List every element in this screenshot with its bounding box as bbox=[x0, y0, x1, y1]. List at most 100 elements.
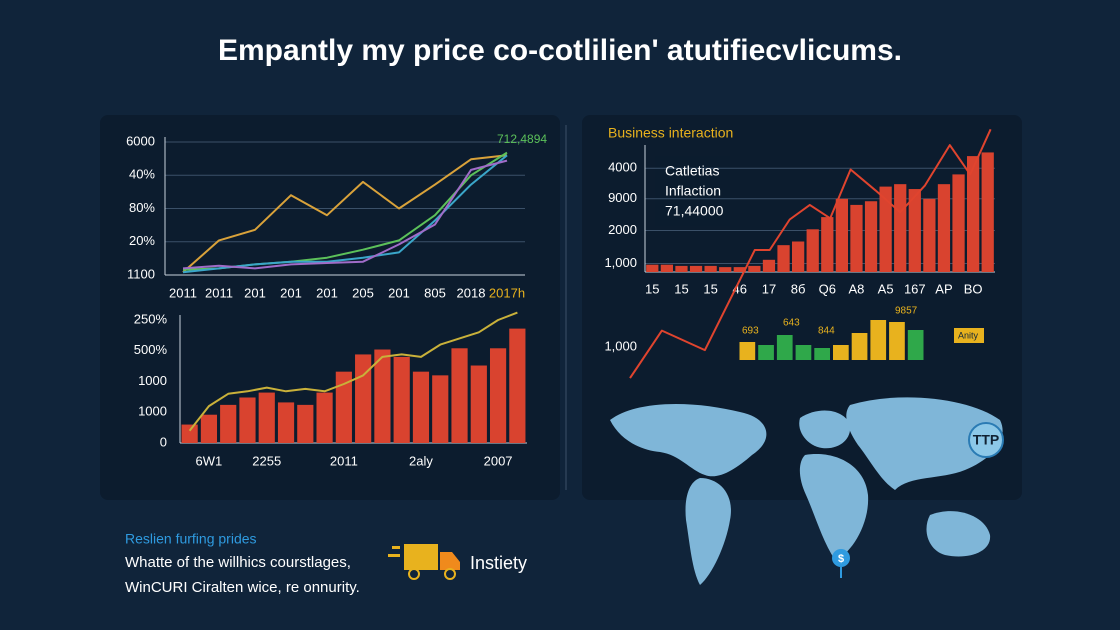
y-tick-label: 4000 bbox=[608, 160, 637, 175]
bar bbox=[451, 348, 468, 443]
bar bbox=[967, 156, 980, 272]
x-tick-label: A5 bbox=[878, 281, 894, 296]
bar bbox=[894, 184, 907, 272]
y-tick-label: 500% bbox=[134, 342, 168, 357]
bar bbox=[889, 322, 905, 360]
bar bbox=[835, 198, 848, 272]
annotation: 844 bbox=[818, 326, 835, 337]
bar bbox=[239, 397, 256, 443]
continent bbox=[685, 478, 731, 585]
speed-line bbox=[392, 546, 400, 549]
x-tick-label: 2011 bbox=[205, 285, 233, 300]
world-map bbox=[610, 397, 1003, 585]
bar bbox=[704, 265, 717, 272]
continent bbox=[799, 454, 869, 560]
bar bbox=[864, 201, 878, 272]
map-badge: TTP bbox=[973, 432, 999, 448]
bar bbox=[258, 392, 275, 443]
wheel bbox=[408, 568, 420, 580]
bar bbox=[795, 345, 812, 360]
bar bbox=[470, 365, 487, 443]
bar bbox=[689, 265, 703, 272]
bar bbox=[316, 392, 333, 443]
bar bbox=[952, 174, 965, 272]
chart-title: Business interaction bbox=[608, 125, 733, 141]
x-tick-label: Q6 bbox=[819, 281, 836, 296]
truck-cab bbox=[440, 552, 460, 570]
bar bbox=[660, 264, 673, 272]
bar bbox=[870, 320, 887, 360]
y-tick-label: 80% bbox=[129, 200, 155, 215]
truck-icon bbox=[388, 544, 460, 580]
bar bbox=[758, 345, 774, 360]
bar bbox=[907, 330, 924, 360]
x-tick-label: 2011 bbox=[169, 285, 197, 300]
bar bbox=[432, 375, 449, 443]
y-tick-label: 1000 bbox=[138, 404, 167, 419]
bar bbox=[762, 259, 776, 272]
bar bbox=[923, 198, 936, 272]
wheel bbox=[444, 568, 456, 580]
icon-label: Instiety bbox=[470, 553, 527, 573]
y-tick-label: 1,000 bbox=[604, 338, 637, 353]
x-tick-label: 201 bbox=[244, 285, 266, 300]
annotation: 643 bbox=[783, 318, 800, 329]
bar bbox=[489, 348, 507, 443]
footer-heading: Reslien furfing prides bbox=[125, 531, 257, 547]
bar bbox=[851, 333, 868, 360]
bar bbox=[850, 204, 863, 272]
bar bbox=[277, 402, 295, 443]
x-tick-label: 6W1 bbox=[196, 453, 223, 468]
x-tick-label: AP bbox=[935, 281, 952, 296]
bar bbox=[792, 241, 805, 272]
x-tick-label: 8б bbox=[791, 281, 806, 296]
bar bbox=[806, 229, 819, 272]
bar bbox=[937, 184, 951, 272]
bar bbox=[393, 356, 410, 443]
bar bbox=[412, 371, 430, 443]
y-tick-label: 250% bbox=[134, 311, 168, 326]
y-tick-label: 9000 bbox=[608, 190, 637, 205]
map-pin: $ bbox=[838, 553, 844, 565]
x-tick-label: 2017h bbox=[489, 285, 525, 300]
annotation: 9857 bbox=[895, 306, 918, 317]
bar bbox=[719, 267, 732, 272]
bar bbox=[335, 371, 352, 443]
x-tick-label: BO bbox=[964, 281, 983, 296]
bar bbox=[509, 328, 526, 443]
y-tick-label: 1100 bbox=[127, 266, 155, 281]
bar bbox=[748, 265, 761, 272]
bar bbox=[821, 217, 834, 272]
page-title: Empantly my price co-cotlilien' atutifie… bbox=[218, 34, 902, 67]
annotation: Anity bbox=[958, 330, 979, 340]
x-tick-label: 2aly bbox=[409, 453, 433, 468]
annotation: 71,44000 bbox=[665, 203, 724, 219]
bar bbox=[374, 349, 391, 443]
bar bbox=[739, 342, 756, 360]
bar bbox=[675, 265, 688, 272]
footer-line: WinCURI Ciralten wice, re onnurity. bbox=[125, 579, 360, 596]
bar bbox=[776, 335, 793, 360]
tag-box bbox=[954, 328, 984, 343]
bar bbox=[832, 345, 849, 360]
bar bbox=[777, 245, 790, 272]
x-tick-label: 205 bbox=[352, 285, 374, 300]
y-tick-label: 20% bbox=[129, 233, 155, 248]
x-tick-label: 2007 bbox=[484, 453, 513, 468]
annotation: Inflaction bbox=[665, 183, 721, 199]
x-tick-label: 805 bbox=[424, 285, 446, 300]
x-tick-label: 15 bbox=[674, 281, 688, 296]
continent bbox=[610, 403, 767, 477]
speed-line bbox=[388, 554, 400, 557]
bar bbox=[200, 414, 218, 443]
bar bbox=[181, 424, 198, 443]
bar bbox=[220, 404, 237, 443]
bar bbox=[646, 264, 659, 272]
y-tick-label: 1,000 bbox=[604, 255, 637, 270]
x-tick-label: 15 bbox=[703, 281, 717, 296]
x-tick-label: 2255 bbox=[252, 453, 281, 468]
bar bbox=[355, 354, 372, 443]
x-tick-label: 201 bbox=[316, 285, 338, 300]
x-tick-label: 167 bbox=[904, 281, 926, 296]
